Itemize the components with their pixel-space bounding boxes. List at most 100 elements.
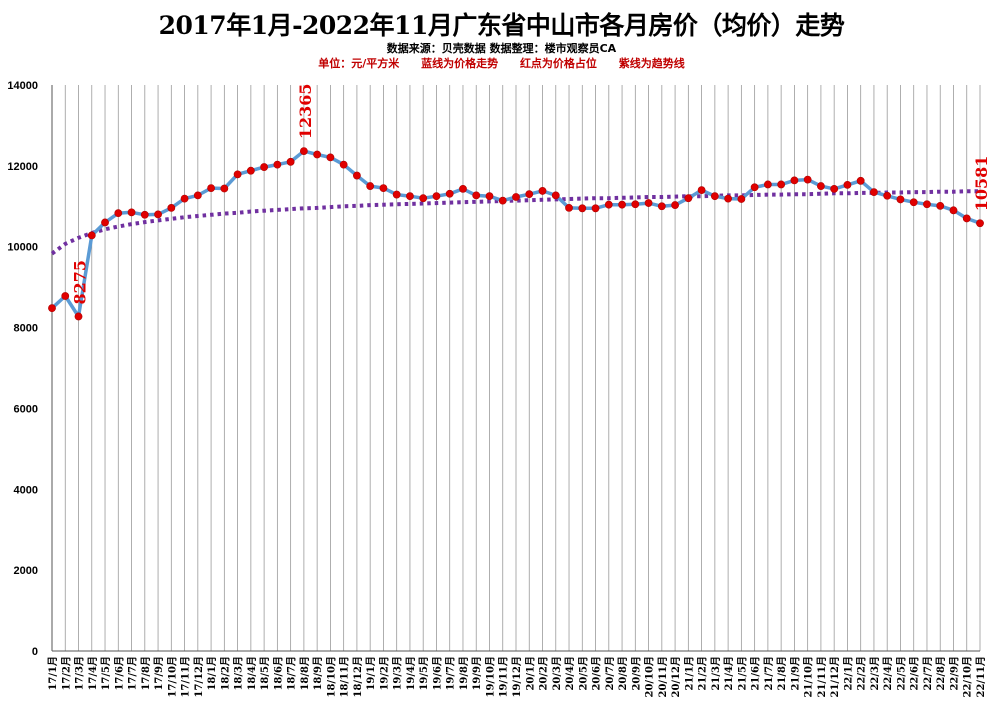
x-tick-label: 22/9月 xyxy=(948,656,960,691)
x-tick-label: 20/3月 xyxy=(551,656,563,691)
price-point xyxy=(856,176,865,185)
x-tick-label: 19/12月 xyxy=(511,656,523,697)
y-tick-label: 10000 xyxy=(7,242,38,254)
x-tick-label: 21/12月 xyxy=(829,656,841,697)
note-red-dots: 红点为价格占位 xyxy=(519,57,597,70)
x-tick-label: 17/7月 xyxy=(127,656,139,691)
price-point xyxy=(339,160,348,169)
price-point xyxy=(962,214,971,223)
x-tick-label: 18/11月 xyxy=(339,656,351,697)
x-tick-label: 19/5月 xyxy=(418,656,430,691)
x-tick-label: 22/5月 xyxy=(895,656,907,691)
price-point xyxy=(74,312,83,321)
price-point xyxy=(949,206,958,215)
x-tick-label: 18/3月 xyxy=(233,656,245,691)
y-tick-label: 8000 xyxy=(14,323,38,335)
price-point xyxy=(353,171,361,180)
x-tick-label: 18/8月 xyxy=(299,656,311,691)
x-tick-label: 18/4月 xyxy=(246,656,258,691)
note-unit: 单位：元/平方米 xyxy=(318,57,400,70)
x-tick-label: 21/9月 xyxy=(789,656,801,691)
x-tick-label: 20/10月 xyxy=(644,656,656,697)
price-point xyxy=(578,204,587,213)
price-point xyxy=(87,231,96,240)
price-point xyxy=(220,184,229,193)
x-tick-label: 17/9月 xyxy=(153,656,165,691)
x-tick-label: 18/2月 xyxy=(219,656,231,691)
price-point xyxy=(512,193,520,201)
x-tick-label: 20/1月 xyxy=(524,656,536,691)
price-point xyxy=(591,204,600,213)
x-tick-label: 19/4月 xyxy=(405,656,417,691)
price-point xyxy=(61,292,70,300)
data-label: 12365 xyxy=(296,83,315,139)
price-point xyxy=(710,192,719,201)
x-tick-label: 19/9月 xyxy=(471,656,483,691)
x-tick-label: 21/2月 xyxy=(697,656,709,691)
price-point xyxy=(565,204,573,212)
x-tick-label: 17/3月 xyxy=(74,656,86,691)
price-point xyxy=(459,185,467,193)
x-tick-label: 21/5月 xyxy=(736,656,748,691)
price-point xyxy=(286,157,295,166)
note-purple-line: 紫线为趋势线 xyxy=(618,57,685,70)
data-label: 8275 xyxy=(71,260,90,305)
x-tick-label: 19/8月 xyxy=(458,656,470,691)
price-point xyxy=(923,200,931,209)
y-tick-label: 4000 xyxy=(14,484,38,496)
x-tick-label: 21/7月 xyxy=(763,656,775,691)
price-point xyxy=(936,201,945,210)
x-tick-label: 20/12月 xyxy=(670,656,682,697)
x-tick-label: 20/6月 xyxy=(591,656,603,691)
price-point xyxy=(114,209,123,218)
x-tick-label: 17/1月 xyxy=(47,656,59,691)
x-tick-label: 22/2月 xyxy=(856,656,868,691)
price-point xyxy=(140,210,149,219)
x-tick-label: 21/8月 xyxy=(776,656,788,691)
x-tick-label: 21/10月 xyxy=(803,656,815,697)
x-tick-label: 18/12月 xyxy=(352,656,364,697)
y-tick-label: 12000 xyxy=(7,161,38,173)
price-point xyxy=(538,187,547,195)
price-point xyxy=(445,189,454,198)
x-tick-label: 21/1月 xyxy=(683,656,695,691)
y-tick-label: 2000 xyxy=(14,565,38,577)
x-tick-label: 17/2月 xyxy=(60,656,72,691)
x-tick-label: 20/4月 xyxy=(564,656,576,691)
x-tick-label: 21/11月 xyxy=(816,656,828,697)
y-tick-label: 14000 xyxy=(7,80,38,92)
note-blue-line: 蓝线为价格走势 xyxy=(421,57,499,70)
price-point xyxy=(180,194,189,203)
x-tick-label: 21/4月 xyxy=(723,656,735,691)
price-point xyxy=(48,304,56,313)
price-point xyxy=(697,186,706,195)
x-tick-label: 20/9月 xyxy=(630,656,642,691)
price-point xyxy=(167,204,176,212)
x-tick-label: 17/5月 xyxy=(100,656,112,691)
x-tick-label: 22/6月 xyxy=(909,656,921,691)
price-point xyxy=(406,192,414,201)
trend-line xyxy=(50,189,980,256)
price-point xyxy=(233,170,242,179)
price-point xyxy=(803,175,812,184)
x-tick-label: 20/8月 xyxy=(617,656,629,691)
price-point xyxy=(909,198,918,207)
x-tick-label: 22/4月 xyxy=(882,656,894,691)
x-tick-label: 17/12月 xyxy=(193,656,205,697)
price-point xyxy=(790,176,799,185)
price-point xyxy=(326,153,335,162)
x-tick-label: 19/6月 xyxy=(431,656,443,691)
price-point xyxy=(207,184,215,192)
x-tick-label: 19/3月 xyxy=(392,656,404,691)
x-tick-label: 20/5月 xyxy=(577,656,589,691)
price-point xyxy=(472,191,481,200)
x-tick-label: 20/2月 xyxy=(538,656,550,691)
price-point xyxy=(644,199,653,207)
price-point xyxy=(896,195,905,204)
price-point xyxy=(976,219,984,228)
price-point xyxy=(724,194,733,203)
x-tick-label: 21/6月 xyxy=(750,656,762,691)
price-point xyxy=(657,202,666,211)
price-point xyxy=(843,180,852,189)
